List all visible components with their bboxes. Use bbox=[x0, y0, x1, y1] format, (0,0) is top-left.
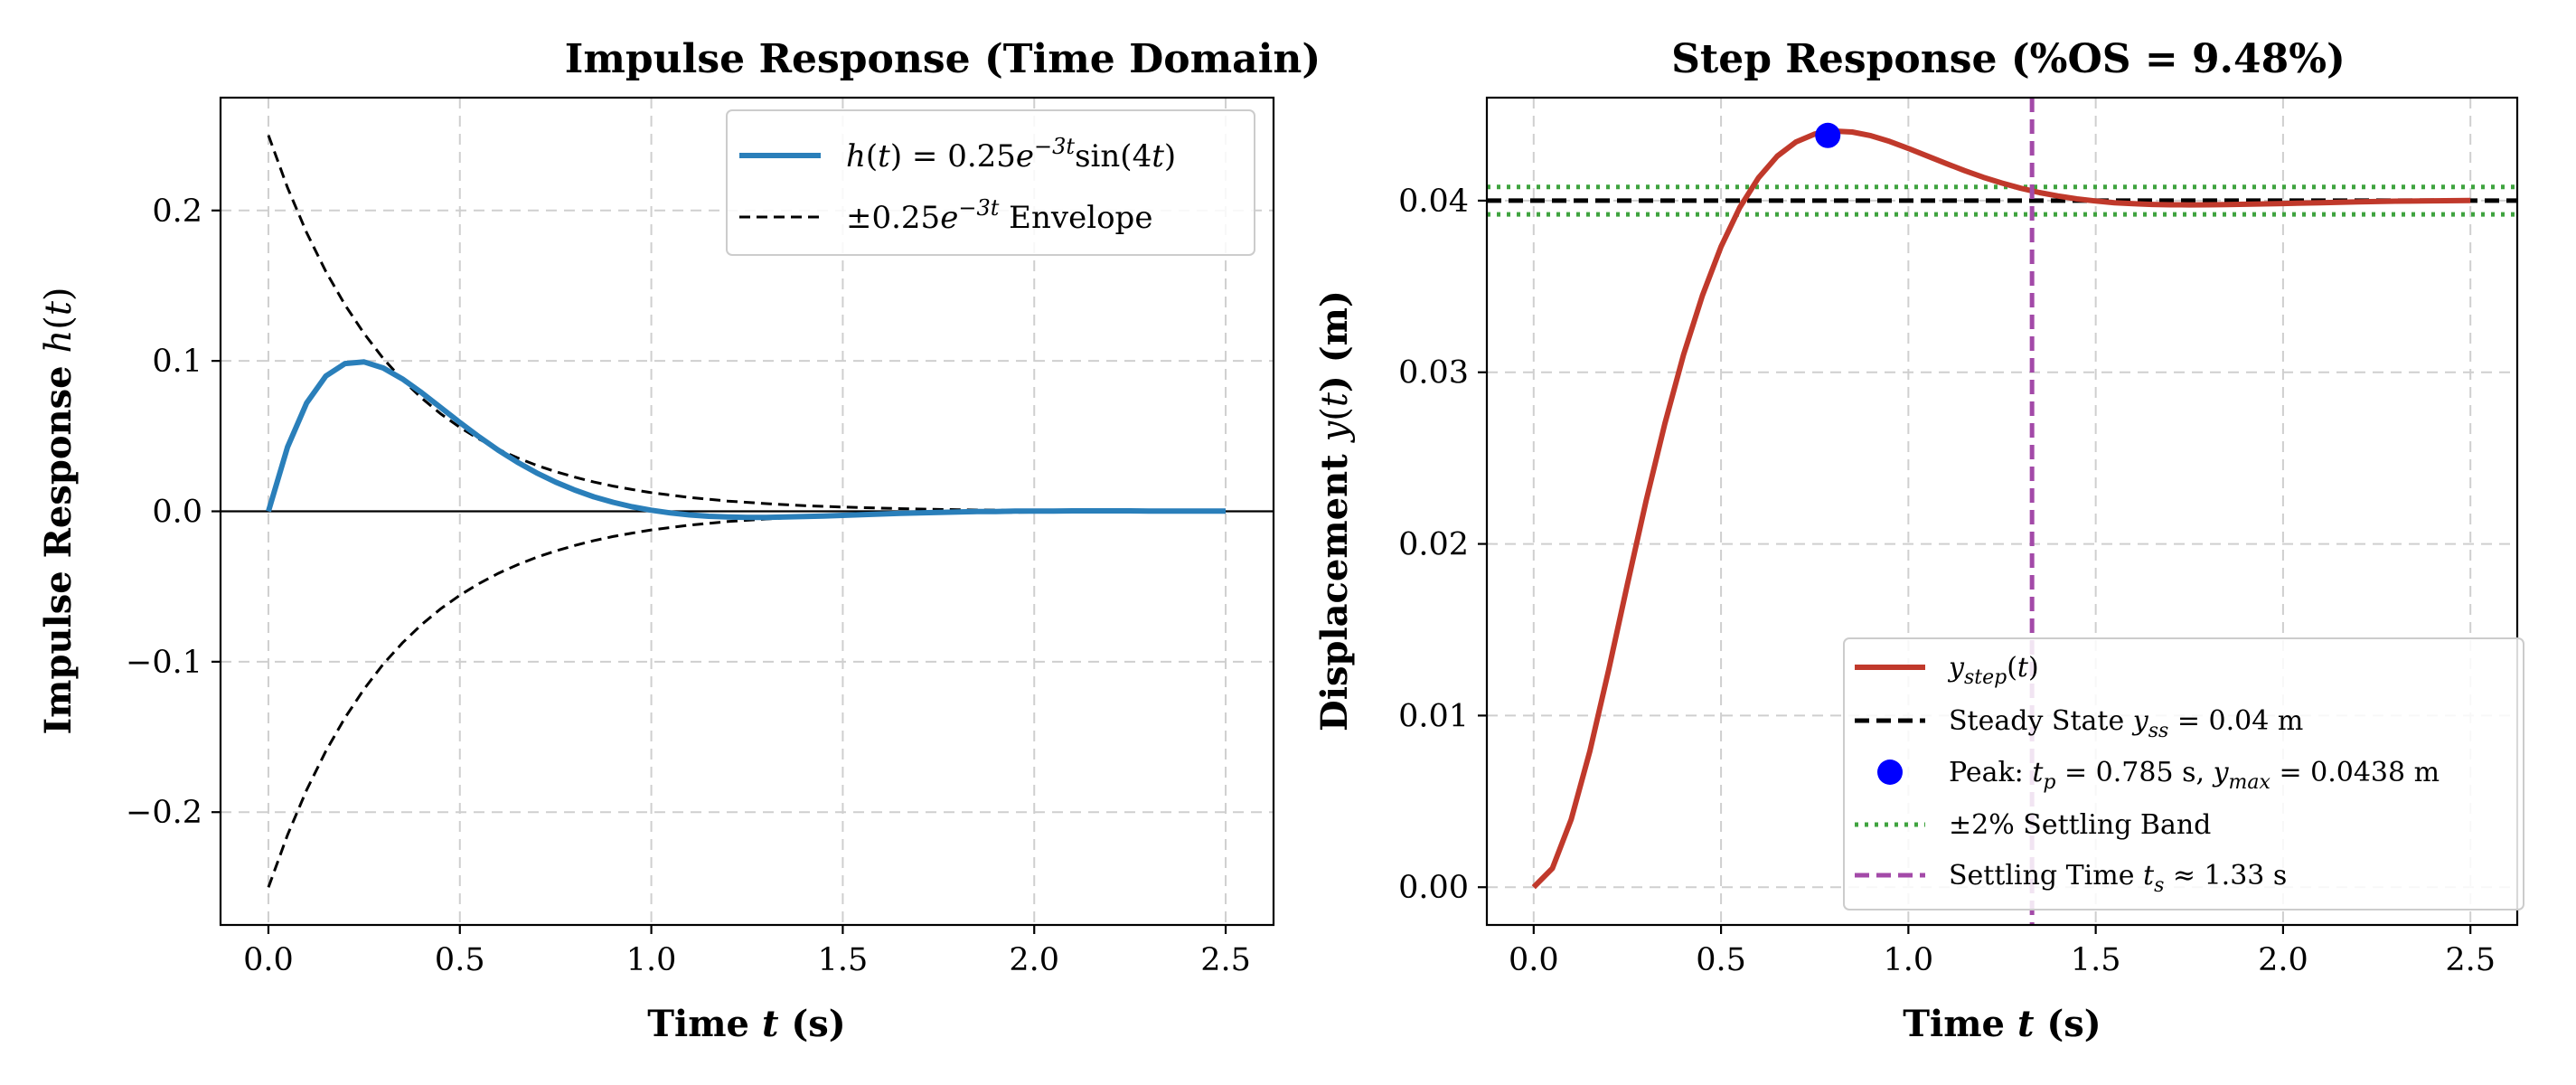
step-y-tick-label: 0.00 bbox=[1398, 870, 1469, 906]
step-legend-box bbox=[1843, 637, 2524, 910]
step-response-panel: Step Response (%OS = 9.48%) 0.0 0.5 1.0 1.5… bbox=[1313, 36, 2524, 1045]
step-y-tick-label: 0.01 bbox=[1398, 698, 1469, 734]
step-x-axis-label: Time t (s) bbox=[1903, 1003, 2101, 1045]
step-x-tick-label: 2.0 bbox=[2258, 942, 2308, 978]
step-legend-label-ystep: ystep(t) bbox=[1947, 652, 2039, 689]
step-y-axis-label: Displacement y(t) (m) bbox=[1313, 290, 1356, 731]
impulse-legend-label-h: h(t) = 0.25e−3tsin(4t) bbox=[846, 134, 1176, 175]
impulse-x-tick-label: 0.5 bbox=[435, 942, 485, 978]
impulse-series bbox=[266, 135, 1227, 888]
impulse-y-tick-label: 0.2 bbox=[152, 193, 202, 230]
impulse-x-tick-label: 2.5 bbox=[1200, 942, 1251, 978]
impulse-y-tick-label: −0.2 bbox=[126, 795, 202, 831]
step-x-tick-label: 0.5 bbox=[1696, 942, 1746, 978]
impulse-chart-title: Impulse Response (Time Domain) bbox=[565, 36, 1321, 82]
impulse-x-tick-label: 1.5 bbox=[818, 942, 869, 978]
step-legend-label-steady: Steady State yss = 0.04 m bbox=[1949, 705, 2303, 742]
impulse-y-tick-label: −0.1 bbox=[126, 645, 202, 681]
step-x-tick-label: 0.0 bbox=[1509, 942, 1559, 978]
step-legend: ystep(t) Steady State yss = 0.04 m Peak:… bbox=[1843, 637, 2524, 910]
step-x-tick-label: 2.5 bbox=[2445, 942, 2496, 978]
impulse-legend: h(t) = 0.25e−3tsin(4t) ±0.25e−3t Envelop… bbox=[726, 109, 1255, 256]
impulse-x-tick-label: 1.0 bbox=[626, 942, 677, 978]
envelope-lower-line bbox=[267, 510, 1227, 888]
step-x-tick-label: 1.0 bbox=[1884, 942, 1934, 978]
step-response-line bbox=[1531, 128, 2471, 890]
impulse-x-tick-label: 2.0 bbox=[1009, 942, 1059, 978]
impulse-x-axis-label: Time t (s) bbox=[647, 1003, 845, 1045]
step-ticks: 0.0 0.5 1.0 1.5 2.0 2.5 0.00 0.01 0.02 0.03 0.04 bbox=[1398, 184, 2496, 978]
step-legend-swatch-peak bbox=[1877, 760, 1903, 785]
step-x-tick-label: 1.5 bbox=[2071, 942, 2121, 978]
impulse-y-tick-label: 0.0 bbox=[152, 495, 202, 531]
impulse-response-panel: Impulse Response (Time Domain) 0.0 0.5 1.0… bbox=[37, 36, 1321, 1045]
peak-marker bbox=[1815, 122, 1841, 148]
step-plot-frame bbox=[1485, 96, 2519, 927]
step-y-tick-label: 0.04 bbox=[1398, 184, 1469, 220]
impulse-legend-box bbox=[726, 109, 1255, 256]
step-series bbox=[1487, 98, 2517, 925]
step-y-tick-label: 0.02 bbox=[1398, 527, 1469, 563]
impulse-y-axis-label: Impulse Response h(t) bbox=[37, 287, 80, 734]
impulse-x-tick-label: 0.0 bbox=[243, 942, 294, 978]
impulse-response-line bbox=[266, 359, 1226, 521]
impulse-ticks: 0.0 0.5 1.0 1.5 2.0 2.5 −0.2 −0.1 0.0 0.1 0.2 bbox=[126, 193, 1251, 978]
impulse-legend-label-envelope: ±0.25e−3t Envelope bbox=[846, 195, 1152, 236]
impulse-y-tick-label: 0.1 bbox=[152, 344, 202, 380]
step-legend-label-band: ±2% Settling Band bbox=[1949, 809, 2211, 841]
step-legend-label-peak: Peak: tp = 0.785 s, ymax = 0.0438 m bbox=[1949, 757, 2440, 794]
step-legend-label-settling: Settling Time ts ≈ 1.33 s bbox=[1949, 860, 2287, 897]
step-y-tick-label: 0.03 bbox=[1398, 355, 1469, 392]
step-chart-title: Step Response (%OS = 9.48%) bbox=[1671, 36, 2346, 82]
